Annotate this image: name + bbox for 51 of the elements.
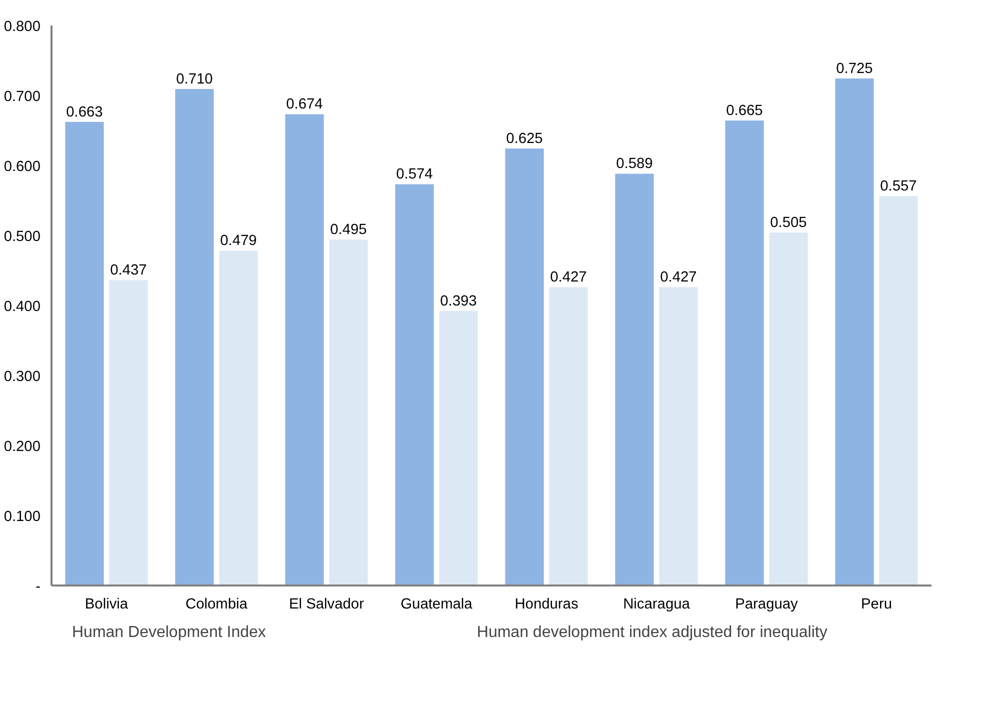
text: Human development index adjusted for inequality [476,624,828,642]
y-tick-label: 0.800 [4,19,41,35]
bar [64,120,105,586]
bar [284,113,325,586]
bar [108,279,149,586]
x-tick-label: Paraguay [735,596,799,612]
data-label: 0.505 [770,215,807,231]
x-tick-label: Bolivia [84,596,129,612]
data-label: 0.427 [660,270,697,286]
data-label: 0.589 [616,156,653,172]
bar [438,310,479,586]
data-label: 0.665 [726,103,763,119]
x-tick-label: Colombia [186,596,248,612]
data-label: 0.725 [836,61,873,77]
data-label: 0.663 [66,104,103,120]
bar [658,286,699,586]
bar [174,88,215,586]
bar [878,195,919,586]
y-tick-label: 0.400 [4,299,41,315]
y-tick-label: 0.600 [4,159,41,175]
text: Human Development Index [72,624,266,642]
data-label: 0.674 [286,96,323,113]
x-tick-label: El Salvador [289,596,364,612]
bar [504,148,545,586]
x-tick-label: Honduras [514,596,578,612]
y-tick-label: 0.200 [4,439,41,455]
data-label: 0.393 [440,293,477,310]
data-label: 0.437 [110,262,147,279]
y-tick-label: 0.700 [4,89,41,105]
bar [724,120,765,586]
y-tick-label: - [36,579,41,595]
y-tick-label: 0.300 [4,369,41,385]
data-label: 0.710 [176,72,213,88]
data-label: 0.479 [220,233,257,250]
bar [394,183,435,586]
data-label: 0.557 [880,178,917,195]
y-tick-label: 0.500 [4,229,41,245]
bar [834,78,875,586]
bar [218,250,259,586]
bar [328,238,369,586]
x-tick-label: Guatemala [400,596,474,612]
x-tick-label: Peru [861,596,892,612]
data-label: 0.427 [550,270,587,286]
data-label: 0.574 [396,166,433,183]
data-label: 0.495 [330,222,367,238]
bar [768,232,809,586]
y-tick-label: 0.100 [4,509,41,525]
x-tick-label: Nicaragua [623,596,691,612]
data-label: 0.625 [506,131,543,147]
bar [614,172,655,586]
bar [548,286,589,586]
